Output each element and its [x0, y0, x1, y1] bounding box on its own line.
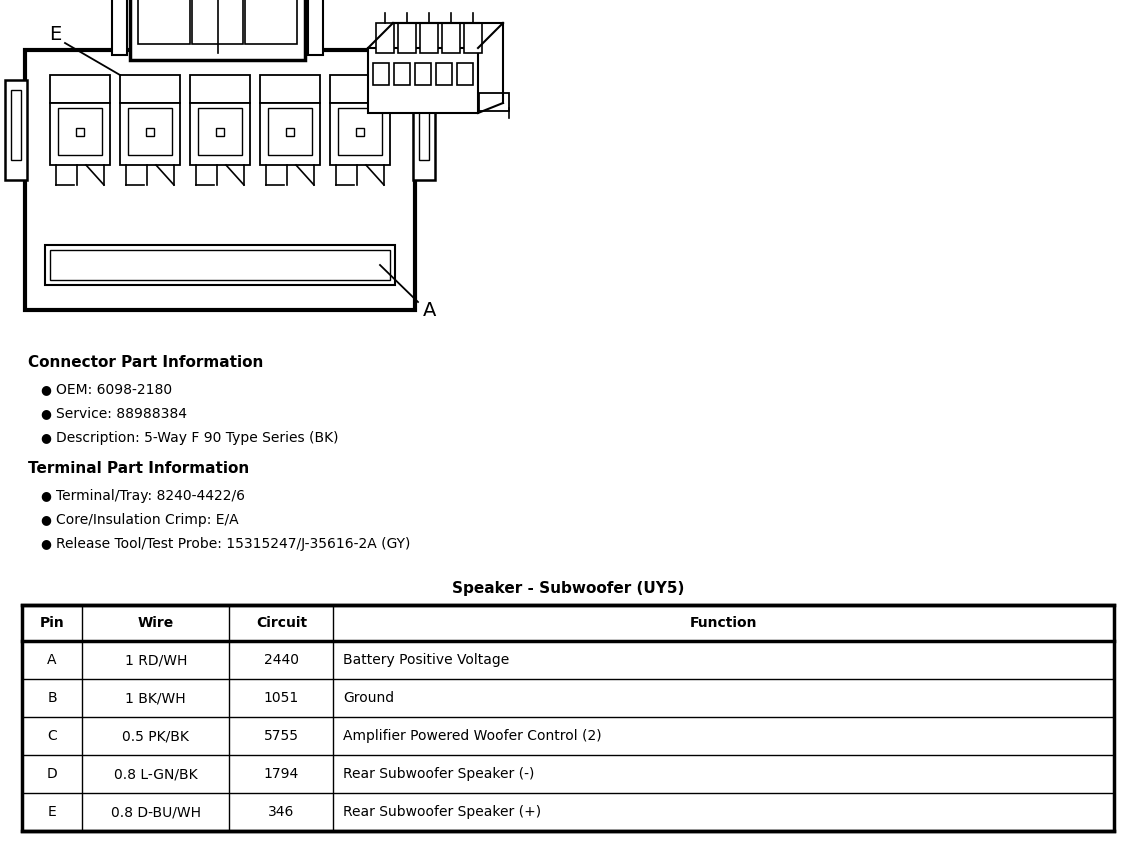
Bar [5, 80, 27, 180]
Bar [216, 128, 224, 135]
Bar [463, 23, 482, 53]
Bar [329, 103, 390, 165]
Text: E: E [49, 26, 61, 44]
Text: ●: ● [40, 513, 51, 526]
Text: B: B [48, 691, 57, 705]
Text: OEM: 6098-2180: OEM: 6098-2180 [56, 383, 173, 397]
Text: Pin: Pin [40, 616, 65, 630]
Bar [50, 103, 110, 165]
Text: 1051: 1051 [264, 691, 299, 705]
Text: Ground: Ground [343, 691, 394, 705]
Bar [11, 90, 20, 160]
Text: Speaker - Subwoofer (UY5): Speaker - Subwoofer (UY5) [452, 581, 684, 596]
Text: Release Tool/Test Probe: 15315247/J-35616-2A (GY): Release Tool/Test Probe: 15315247/J-3561… [56, 537, 410, 551]
Bar [190, 75, 250, 103]
Bar [286, 128, 294, 135]
Bar [137, 0, 190, 43]
Bar [58, 108, 102, 155]
Text: 1 BK/WH: 1 BK/WH [125, 691, 186, 705]
Bar [147, 128, 154, 135]
Text: Wire: Wire [137, 616, 174, 630]
Bar [120, 75, 179, 103]
Bar [260, 75, 320, 103]
Text: Service: 88988384: Service: 88988384 [56, 407, 187, 421]
Text: 1 RD/WH: 1 RD/WH [125, 653, 187, 667]
Text: ●: ● [40, 431, 51, 444]
Bar [45, 245, 395, 285]
Bar [76, 128, 84, 135]
Bar [376, 23, 394, 53]
Bar [442, 23, 460, 53]
Text: 5755: 5755 [264, 729, 299, 743]
Bar [22, 605, 1114, 831]
Bar [414, 80, 435, 180]
Text: Rear Subwoofer Speaker (+): Rear Subwoofer Speaker (+) [343, 805, 542, 819]
Text: D: D [47, 767, 58, 781]
Text: ●: ● [40, 383, 51, 396]
Text: Terminal/Tray: 8240-4422/6: Terminal/Tray: 8240-4422/6 [56, 489, 245, 503]
Bar [356, 128, 364, 135]
Text: ●: ● [40, 537, 51, 550]
Bar [373, 63, 389, 85]
Text: 0.5 PK/BK: 0.5 PK/BK [123, 729, 190, 743]
Text: 2440: 2440 [264, 653, 299, 667]
Text: A: A [48, 653, 57, 667]
Bar [198, 108, 242, 155]
Bar [420, 23, 438, 53]
Bar [245, 0, 296, 43]
Bar [120, 103, 179, 165]
Bar [368, 48, 478, 113]
Bar [398, 23, 416, 53]
Text: 0.8 D-BU/WH: 0.8 D-BU/WH [111, 805, 201, 819]
Bar [192, 0, 243, 43]
Bar [394, 63, 410, 85]
Bar [415, 63, 431, 85]
Text: 0.8 L-GN/BK: 0.8 L-GN/BK [114, 767, 198, 781]
Text: Description: 5-Way F 90 Type Series (BK): Description: 5-Way F 90 Type Series (BK) [56, 431, 339, 445]
Text: Core/Insulation Crimp: E/A: Core/Insulation Crimp: E/A [56, 513, 239, 527]
Text: C: C [48, 729, 57, 743]
Bar [419, 90, 429, 160]
Bar [50, 250, 390, 280]
Text: 1794: 1794 [264, 767, 299, 781]
Bar [128, 108, 172, 155]
Bar [112, 0, 127, 55]
Bar [479, 93, 509, 111]
Text: Function: Function [690, 616, 758, 630]
Text: Rear Subwoofer Speaker (-): Rear Subwoofer Speaker (-) [343, 767, 535, 781]
Text: Circuit: Circuit [256, 616, 307, 630]
Bar [436, 63, 452, 85]
Text: E: E [48, 805, 57, 819]
Text: ●: ● [40, 489, 51, 502]
Text: A: A [424, 300, 436, 319]
Bar [308, 0, 323, 55]
Text: Battery Positive Voltage: Battery Positive Voltage [343, 653, 509, 667]
Bar [25, 50, 415, 310]
Bar [130, 0, 304, 60]
Text: Terminal Part Information: Terminal Part Information [28, 461, 249, 476]
Text: 346: 346 [268, 805, 294, 819]
Text: ●: ● [40, 407, 51, 420]
Bar [260, 103, 320, 165]
Text: Connector Part Information: Connector Part Information [28, 355, 264, 370]
Bar [339, 108, 382, 155]
Bar [457, 63, 473, 85]
Bar [329, 75, 390, 103]
Bar [190, 103, 250, 165]
Bar [50, 75, 110, 103]
Bar [268, 108, 312, 155]
Text: Amplifier Powered Woofer Control (2): Amplifier Powered Woofer Control (2) [343, 729, 602, 743]
